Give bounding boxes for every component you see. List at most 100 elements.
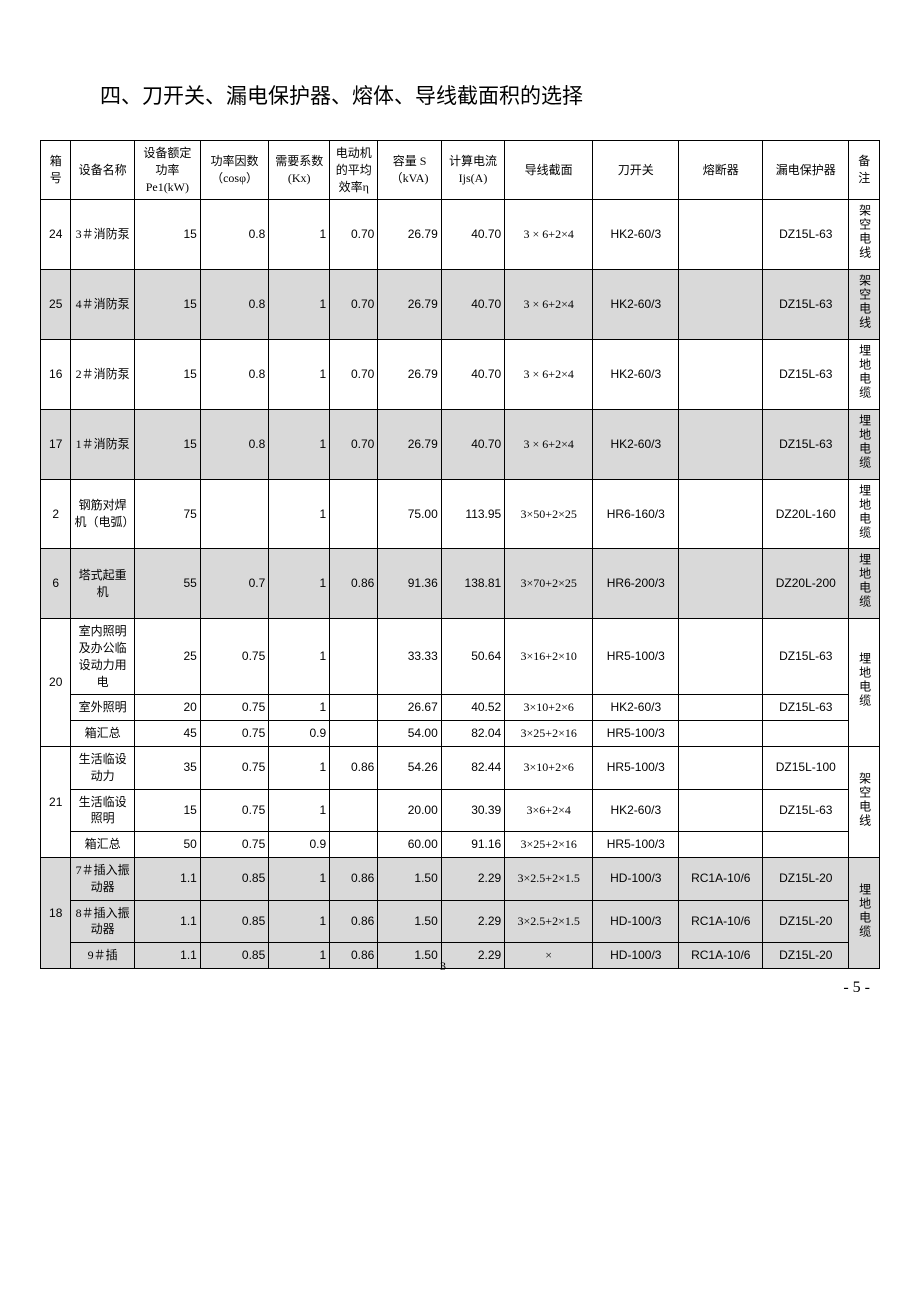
cell-name: 箱汇总 (71, 832, 134, 858)
col-kx: 需要系数(Kx) (269, 141, 330, 200)
cell-pe: 45 (134, 721, 200, 747)
cell-kx: 1 (269, 746, 330, 789)
cell-fuse (679, 409, 763, 479)
cell-kx: 1 (269, 857, 330, 900)
col-s: 容量 S（kVA) (378, 141, 441, 200)
cell-pe: 35 (134, 746, 200, 789)
cell-name: 9＃插 (71, 943, 134, 969)
cell-note: 埋地电缆 (849, 857, 880, 968)
cell-kx: 1 (269, 200, 330, 270)
cell-fuse: RC1A-10/6 (679, 900, 763, 943)
cell-pe: 20 (134, 695, 200, 721)
cell-sec: 3×6+2×4 (505, 789, 593, 832)
cell-pe: 25 (134, 619, 200, 695)
cell-pe: 15 (134, 409, 200, 479)
cell-s: 54.00 (378, 721, 441, 747)
cell-sw: HK2-60/3 (593, 270, 679, 340)
cell-cos (200, 479, 268, 549)
cell-prot: DZ15L-63 (763, 200, 849, 270)
cell-eta: 0.70 (330, 339, 378, 409)
cell-ijs: 2.29 (441, 857, 504, 900)
cell-cos: 0.75 (200, 695, 268, 721)
cell-fuse (679, 339, 763, 409)
table-row: 187＃插入振动器1.10.8510.861.502.293×2.5+2×1.5… (41, 857, 880, 900)
cell-name: 3＃消防泵 (71, 200, 134, 270)
cell-kx: 1 (269, 339, 330, 409)
cell-sw: HR6-200/3 (593, 549, 679, 619)
cell-sec: 3×70+2×25 (505, 549, 593, 619)
cell-sec: 3 × 6+2×4 (505, 409, 593, 479)
cell-eta (330, 832, 378, 858)
table-row: 9＃插1.10.8510.861.502.29×HD-100/3RC1A-10/… (41, 943, 880, 969)
cell-fuse (679, 619, 763, 695)
table-header-row: 箱号 设备名称 设备额定功率Pe1(kW) 功率因数（cosφ） 需要系数(Kx… (41, 141, 880, 200)
cell-eta: 0.86 (330, 943, 378, 969)
cell-box: 18 (41, 857, 71, 968)
cell-kx: 1 (269, 549, 330, 619)
stray-page-num: 3 (440, 959, 446, 974)
table-row: 162＃消防泵150.810.7026.7940.703 × 6+2×4HK2-… (41, 339, 880, 409)
cell-sec: 3×10+2×6 (505, 746, 593, 789)
cell-prot: DZ20L-160 (763, 479, 849, 549)
cell-pe: 15 (134, 270, 200, 340)
table-row: 243＃消防泵150.810.7026.7940.703 × 6+2×4HK2-… (41, 200, 880, 270)
table-row: 箱汇总500.750.960.0091.163×25+2×16HR5-100/3 (41, 832, 880, 858)
cell-cos: 0.75 (200, 832, 268, 858)
cell-eta: 0.86 (330, 857, 378, 900)
cell-sec: 3 × 6+2×4 (505, 200, 593, 270)
cell-ijs: 82.44 (441, 746, 504, 789)
cell-s: 26.79 (378, 339, 441, 409)
cell-eta (330, 695, 378, 721)
cell-eta (330, 721, 378, 747)
cell-pe: 1.1 (134, 857, 200, 900)
section-heading: 四、刀开关、漏电保护器、熔体、导线截面积的选择 (100, 80, 880, 110)
cell-ijs: 50.64 (441, 619, 504, 695)
cell-prot (763, 721, 849, 747)
cell-kx: 1 (269, 695, 330, 721)
table-row: 生活临设照明150.75120.0030.393×6+2×4HK2-60/3DZ… (41, 789, 880, 832)
table-row: 箱汇总450.750.954.0082.043×25+2×16HR5-100/3 (41, 721, 880, 747)
cell-s: 54.26 (378, 746, 441, 789)
cell-sw: HK2-60/3 (593, 200, 679, 270)
cell-ijs: 40.52 (441, 695, 504, 721)
col-cos: 功率因数（cosφ） (200, 141, 268, 200)
cell-prot: DZ15L-63 (763, 619, 849, 695)
cell-prot: DZ15L-20 (763, 857, 849, 900)
cell-fuse: RC1A-10/6 (679, 943, 763, 969)
cell-name: 塔式起重机 (71, 549, 134, 619)
cell-name: 生活临设动力 (71, 746, 134, 789)
cell-kx: 1 (269, 900, 330, 943)
cell-fuse (679, 479, 763, 549)
cell-sec: 3×50+2×25 (505, 479, 593, 549)
cell-cos: 0.75 (200, 789, 268, 832)
cell-s: 20.00 (378, 789, 441, 832)
cell-ijs: 2.29 (441, 900, 504, 943)
cell-name: 箱汇总 (71, 721, 134, 747)
cell-prot: DZ15L-63 (763, 409, 849, 479)
cell-pe: 50 (134, 832, 200, 858)
cell-sec: 3×10+2×6 (505, 695, 593, 721)
cell-s: 1.50 (378, 900, 441, 943)
cell-note: 埋地电缆 (849, 619, 880, 747)
cell-eta (330, 479, 378, 549)
table-row: 171＃消防泵150.810.7026.7940.703 × 6+2×4HK2-… (41, 409, 880, 479)
page-number: - 5 - (40, 979, 880, 997)
cell-sec: 3×2.5+2×1.5 (505, 857, 593, 900)
cell-fuse (679, 695, 763, 721)
cell-sw: HD-100/3 (593, 943, 679, 969)
cell-cos: 0.7 (200, 549, 268, 619)
cell-ijs: 2.29 (441, 943, 504, 969)
cell-fuse (679, 746, 763, 789)
cell-ijs: 113.95 (441, 479, 504, 549)
cell-prot: DZ15L-63 (763, 695, 849, 721)
cell-sw: HK2-60/3 (593, 789, 679, 832)
cell-prot: DZ20L-200 (763, 549, 849, 619)
cell-cos: 0.85 (200, 857, 268, 900)
table-row: 21生活临设动力350.7510.8654.2682.443×10+2×6HR5… (41, 746, 880, 789)
cell-eta (330, 789, 378, 832)
cell-cos: 0.8 (200, 270, 268, 340)
cell-sec: 3×2.5+2×1.5 (505, 900, 593, 943)
cell-s: 33.33 (378, 619, 441, 695)
cell-eta: 0.86 (330, 900, 378, 943)
cell-name: 室外照明 (71, 695, 134, 721)
